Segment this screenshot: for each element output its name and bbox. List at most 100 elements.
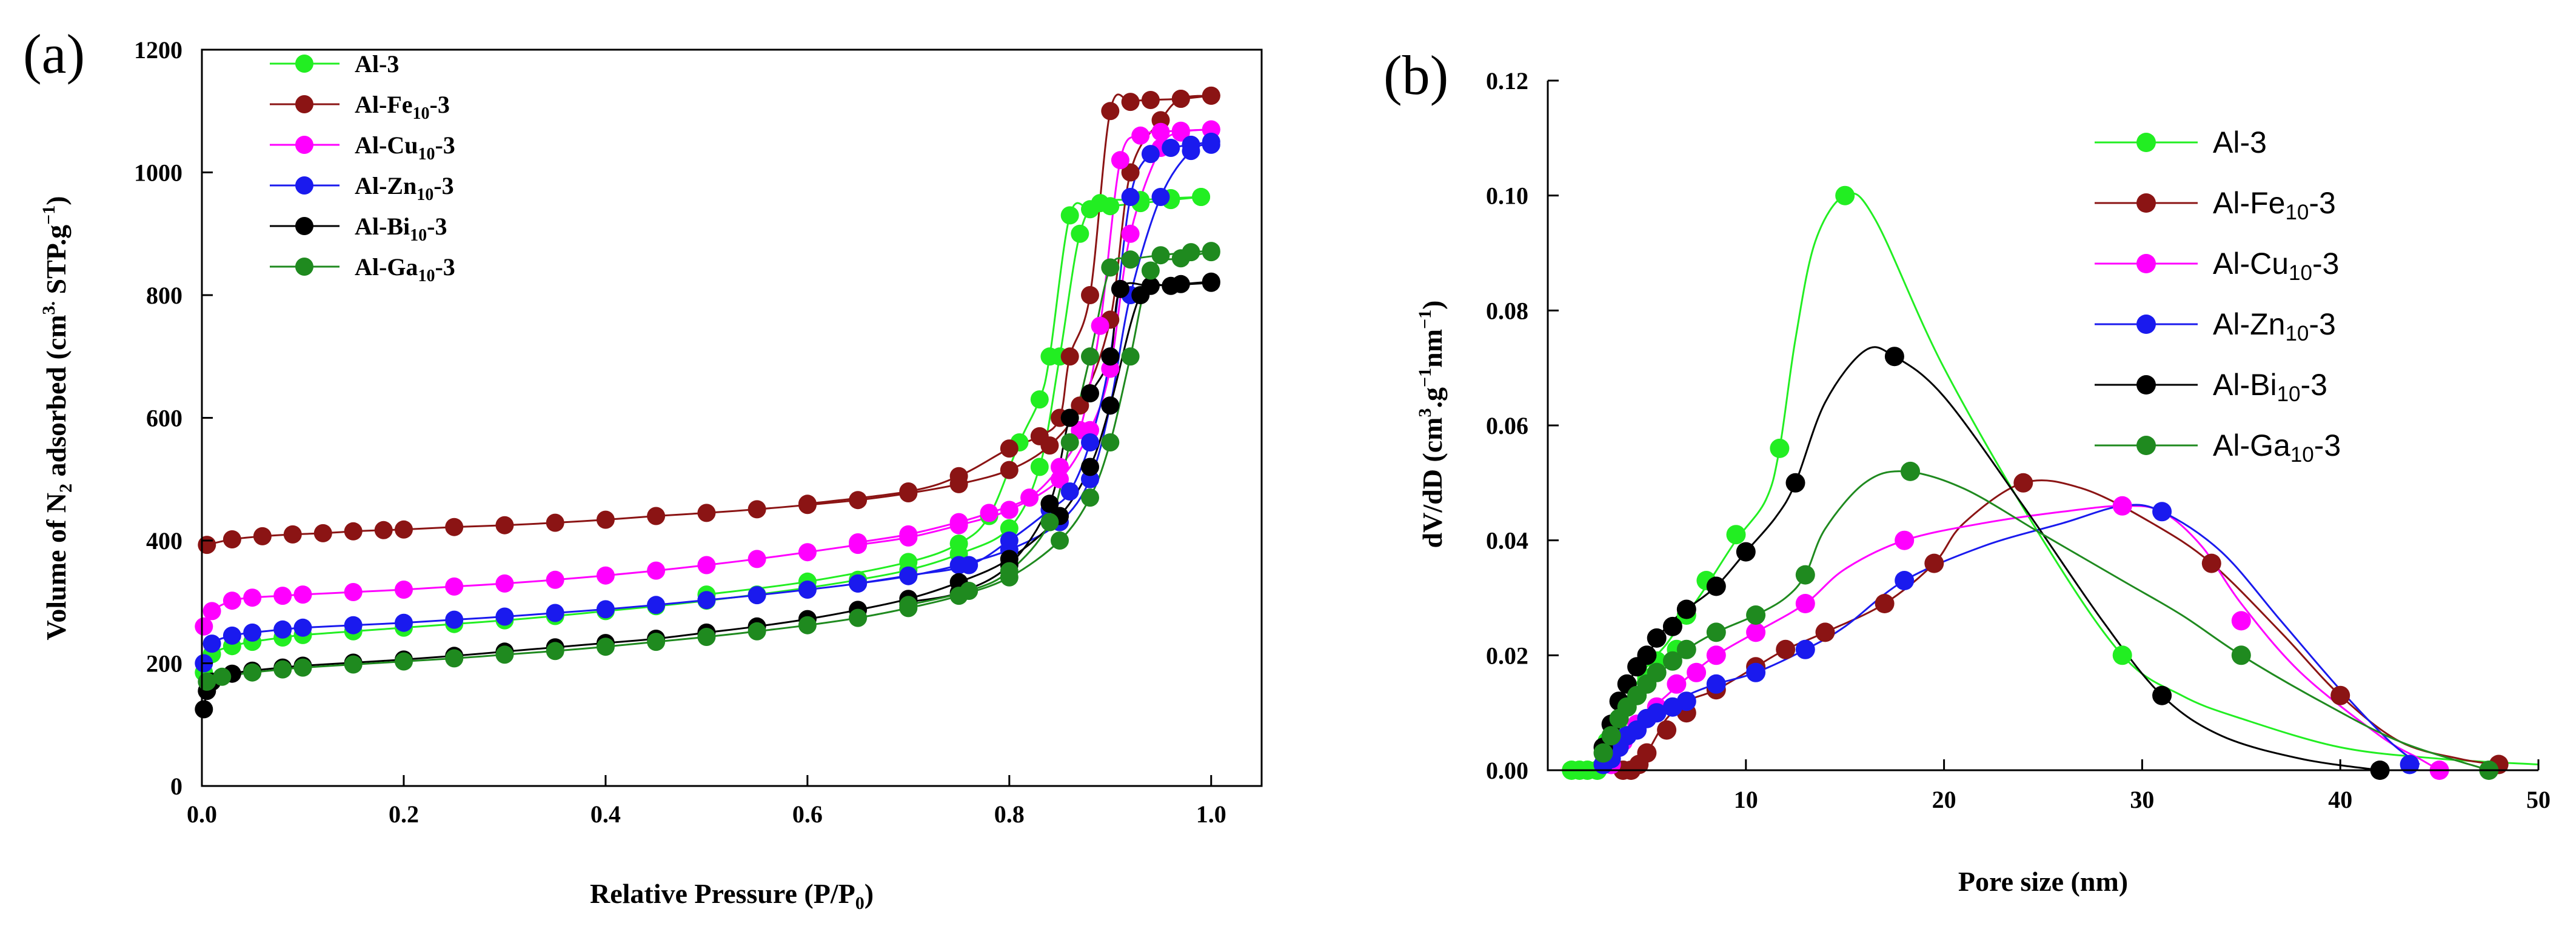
data-point-al-zn10-3 — [445, 610, 464, 629]
data-point-al-fe10-3 — [1121, 93, 1140, 112]
y-tick-label: 1000 — [134, 159, 182, 187]
data-point-al-fe10-3 — [1171, 90, 1190, 108]
data-point-al-fe10-3 — [546, 513, 564, 532]
data-point-al-zn10-3 — [395, 613, 413, 632]
data-point-al-fe10-3 — [2330, 685, 2350, 705]
data-point-al-fe10-3 — [1815, 622, 1835, 642]
data-point-al-cu10-3 — [1020, 488, 1039, 507]
data-point-al-zn10-3 — [344, 616, 363, 634]
data-point-al-cu10-3 — [2231, 611, 2251, 631]
data-point-al-ga10-3 — [849, 608, 868, 627]
data-point-al-cu10-3 — [1706, 645, 1726, 665]
data-point-al-fe10-3 — [283, 525, 302, 544]
data-point-al-zn10-3 — [697, 591, 716, 610]
legend-label: Al-Fe10-3 — [2213, 186, 2336, 224]
legend-label: Al-Cu10-3 — [355, 132, 455, 164]
data-point-al-bi10-3 — [1706, 576, 1726, 596]
panel-a-label: (a) — [23, 23, 85, 85]
panel-a-plot-frame — [201, 48, 1263, 787]
data-point-al-bi10-3 — [1202, 272, 1220, 291]
data-point-al-bi10-3 — [1736, 542, 1756, 562]
data-point-al-ga10-3 — [1647, 662, 1667, 682]
panel-b-markers — [1562, 185, 2509, 780]
data-point-al-ga10-3 — [960, 582, 979, 600]
data-point-al-ga10-3 — [1141, 261, 1160, 280]
data-point-al-cu10-3 — [495, 574, 514, 593]
legend-label: Al-Cu10-3 — [2213, 247, 2339, 285]
series-al-bi10-3-line — [1596, 346, 2380, 771]
panel-a: (a) 0.0 0.2 0.4 0.6 0.8 1.0 0 200 400 600 800 1000 1… — [23, 23, 1263, 913]
data-point-al-bi10-3 — [2152, 685, 2172, 705]
data-point-al-ga10-3 — [1151, 246, 1170, 265]
y-tick-label: 200 — [146, 650, 182, 678]
panel-b: (b) 10 20 30 40 50 0.00 0.02 0.04 0.06 0.08 0.10 0.… — [1383, 44, 2551, 897]
data-point-al-bi10-3 — [1101, 396, 1120, 415]
legend-label: Al-3 — [355, 50, 399, 78]
data-point-al-ga10-3 — [697, 628, 716, 646]
data-point-al-cu10-3 — [596, 566, 615, 585]
data-point-al-bi10-3 — [1647, 628, 1667, 648]
data-point-al-ga10-3 — [647, 633, 666, 651]
data-point-al-cu10-3 — [1151, 122, 1170, 141]
data-point-al-zn10-3 — [293, 618, 312, 637]
panel-b-axes: 10 20 30 40 50 0.00 0.02 0.04 0.06 0.08 0.10 0.12 — [1486, 67, 2551, 813]
data-point-al-zn10-3 — [1121, 188, 1140, 206]
y-tick-label: 1200 — [134, 36, 182, 64]
data-point-al-fe10-3 — [253, 527, 272, 545]
data-point-al-zn10-3 — [1151, 188, 1170, 206]
data-point-al-zn10-3 — [647, 596, 666, 614]
data-point-al-ga10-3 — [1081, 488, 1099, 507]
y-tick-label: 800 — [146, 282, 182, 309]
data-point-al-fe10-3 — [445, 518, 464, 536]
data-point-al-fe10-3 — [949, 467, 968, 485]
data-point-al-bi10-3 — [1101, 347, 1120, 366]
data-point-al-cu10-3 — [1111, 151, 1129, 170]
data-point-al-fe10-3 — [1081, 286, 1099, 304]
data-point-al-zn10-3 — [960, 556, 979, 574]
data-point-al-fe10-3 — [748, 500, 766, 519]
y-tick-label: 600 — [146, 405, 182, 432]
data-point-al-fe10-3 — [899, 482, 918, 501]
data-point-al-fe10-3 — [596, 510, 615, 529]
data-point-al-ga10-3 — [1746, 605, 1766, 625]
legend-label: Al-Ga10-3 — [355, 253, 455, 285]
data-point-al-ga10-3 — [495, 645, 514, 664]
data-point-al-ga10-3 — [1060, 433, 1079, 451]
data-point-al-ga10-3 — [293, 658, 312, 677]
x-tick-label: 10 — [1734, 786, 1758, 813]
data-point-al-cu10-3 — [1121, 224, 1140, 243]
y-tick-label: 0.04 — [1486, 527, 1528, 554]
series-al-3-line — [1571, 192, 2539, 773]
y-tick-label: 400 — [146, 527, 182, 554]
data-point-al-bi10-3 — [1785, 473, 1805, 493]
data-point-al-ga10-3 — [1601, 726, 1621, 746]
data-point-al-zn10-3 — [1676, 691, 1696, 711]
legend-marker — [295, 258, 313, 276]
data-point-al-zn10-3 — [202, 634, 221, 653]
y-tick-label: 0.06 — [1486, 412, 1528, 439]
data-point-al-cu10-3 — [1895, 530, 1915, 550]
data-point-al-ga10-3 — [1051, 531, 1069, 550]
data-point-al-cu10-3 — [1687, 662, 1707, 682]
data-point-al-cu10-3 — [949, 513, 968, 531]
x-tick-label: 50 — [2526, 786, 2551, 813]
x-tick-label: 20 — [1932, 786, 1956, 813]
data-point-al-fe10-3 — [1060, 347, 1079, 366]
data-point-al-cu10-3 — [980, 504, 999, 522]
data-point-al-ga10-3 — [1662, 651, 1682, 671]
data-point-al-ga10-3 — [1121, 347, 1140, 366]
y-tick-label: 0.02 — [1486, 642, 1528, 669]
data-point-al-ga10-3 — [1795, 565, 1815, 585]
data-point-al-fe10-3 — [1071, 396, 1089, 415]
data-point-al-ga10-3 — [395, 652, 413, 671]
data-point-al-3 — [2112, 645, 2132, 665]
data-point-al-3 — [949, 534, 968, 553]
legend-marker — [2136, 315, 2156, 334]
data-point-al-3 — [1030, 458, 1049, 476]
data-point-al-zn10-3 — [546, 604, 564, 622]
data-point-al-3 — [1030, 390, 1049, 409]
legend-marker — [2136, 193, 2156, 213]
data-point-al-cu10-3 — [273, 587, 292, 605]
data-point-al-fe10-3 — [222, 530, 241, 548]
